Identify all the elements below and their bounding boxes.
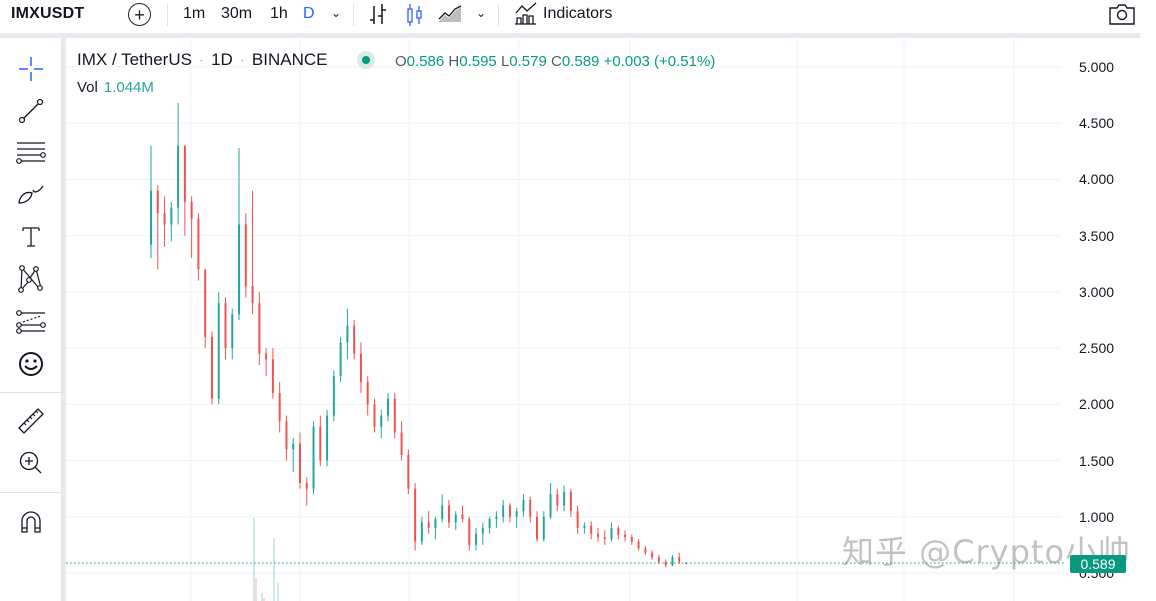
price-axis-label: 3.000 — [1079, 284, 1115, 300]
drawing-toolbar — [0, 38, 62, 601]
series-legend: IMX / TetherUS · 1D · BINANCE — [77, 50, 328, 69]
legend-interval: 1D — [211, 50, 233, 69]
chevron-down-icon[interactable]: ⌄ — [331, 6, 342, 20]
toolbar-divider — [167, 4, 168, 26]
camera-icon[interactable] — [1109, 3, 1135, 25]
top-toolbar: IMXUSDT + 1m 30m 1h D ⌄ ⌄ Indicators — [0, 0, 1156, 33]
price-axis-label: 4.000 — [1079, 171, 1115, 187]
add-symbol-button[interactable]: + — [128, 3, 151, 26]
candles-chart-icon[interactable] — [405, 2, 425, 28]
zoom-in-tool[interactable] — [14, 446, 48, 480]
measure-tool[interactable] — [14, 404, 48, 438]
icons-tool[interactable] — [14, 347, 48, 381]
crosshair-icon — [19, 57, 43, 81]
right-gutter — [1140, 33, 1156, 601]
volume-value: 1.044M — [103, 79, 154, 96]
volume-legend: Vol 1.044M — [77, 79, 154, 96]
timeframe-d[interactable]: D — [303, 5, 315, 22]
plus-circle-icon: + — [134, 4, 145, 25]
indicators-button[interactable]: Indicators — [543, 5, 613, 22]
legend-pair[interactable]: IMX / TetherUS — [77, 50, 192, 69]
timeframe-1m[interactable]: 1m — [183, 5, 206, 22]
fib-retracement-tool[interactable] — [14, 136, 48, 170]
chart-pane[interactable]: IMX / TetherUS · 1D · BINANCE O0.586 H0.… — [66, 38, 1140, 601]
high-value: 0.595 — [459, 53, 497, 70]
candlestick-chart[interactable] — [66, 38, 1140, 601]
area-chart-icon[interactable] — [438, 5, 462, 23]
ohlc-values: O0.586 H0.595 L0.579 C0.589 +0.003 (+0.5… — [395, 53, 715, 70]
close-key: C — [551, 53, 562, 70]
timeframe-30m[interactable]: 30m — [221, 5, 253, 22]
price-axis-label: 4.500 — [1079, 115, 1115, 131]
toolbar-divider — [353, 4, 354, 26]
horizontal-lines-icon — [16, 142, 46, 164]
prediction-tool[interactable] — [14, 305, 48, 339]
brush-icon — [18, 185, 44, 204]
zoom-in-icon — [19, 451, 42, 474]
open-value: 0.586 — [406, 53, 445, 70]
market-open-indicator — [357, 51, 375, 69]
price-axis-label: 2.000 — [1079, 396, 1115, 412]
chevron-down-icon[interactable]: ⌄ — [476, 6, 487, 20]
trend-line-icon — [18, 98, 44, 124]
change-value: +0.003 (+0.51%) — [603, 53, 716, 70]
legend-exchange: BINANCE — [251, 50, 328, 69]
trend-line-tool[interactable] — [14, 94, 48, 128]
brush-tool[interactable] — [14, 178, 48, 212]
crosshair-tool[interactable] — [14, 52, 48, 86]
price-axis-label: 1.500 — [1079, 453, 1115, 469]
toolbar-divider — [0, 492, 62, 493]
toolbar-border — [0, 33, 1140, 38]
toolbar-border — [62, 38, 66, 601]
price-axis-label: 2.500 — [1079, 340, 1115, 356]
text-icon — [22, 227, 40, 247]
low-key: L — [500, 53, 510, 70]
pattern-icon — [18, 265, 43, 293]
smiley-icon — [19, 352, 43, 376]
bars-chart-icon[interactable] — [368, 3, 390, 27]
volume-label: Vol — [77, 79, 98, 96]
low-value: 0.579 — [509, 53, 547, 70]
indicators-icon[interactable] — [514, 2, 538, 26]
close-value: 0.589 — [561, 53, 600, 70]
symbol-search[interactable]: IMXUSDT — [11, 5, 85, 22]
current-price-label: 0.589 — [1070, 555, 1126, 573]
timeframe-1h[interactable]: 1h — [270, 5, 288, 22]
open-key: O — [395, 53, 407, 70]
forecast-icon — [16, 310, 46, 334]
magnet-icon — [21, 511, 41, 533]
ruler-icon — [18, 408, 44, 434]
magnet-tool[interactable] — [14, 505, 48, 539]
toolbar-divider — [498, 4, 499, 26]
text-tool[interactable] — [14, 220, 48, 254]
toolbar-divider — [0, 392, 62, 393]
price-axis-label: 3.500 — [1079, 228, 1115, 244]
patterns-tool[interactable] — [14, 262, 48, 296]
high-key: H — [448, 53, 460, 70]
price-axis-label: 5.000 — [1079, 59, 1115, 75]
price-axis-label: 1.000 — [1079, 509, 1115, 525]
